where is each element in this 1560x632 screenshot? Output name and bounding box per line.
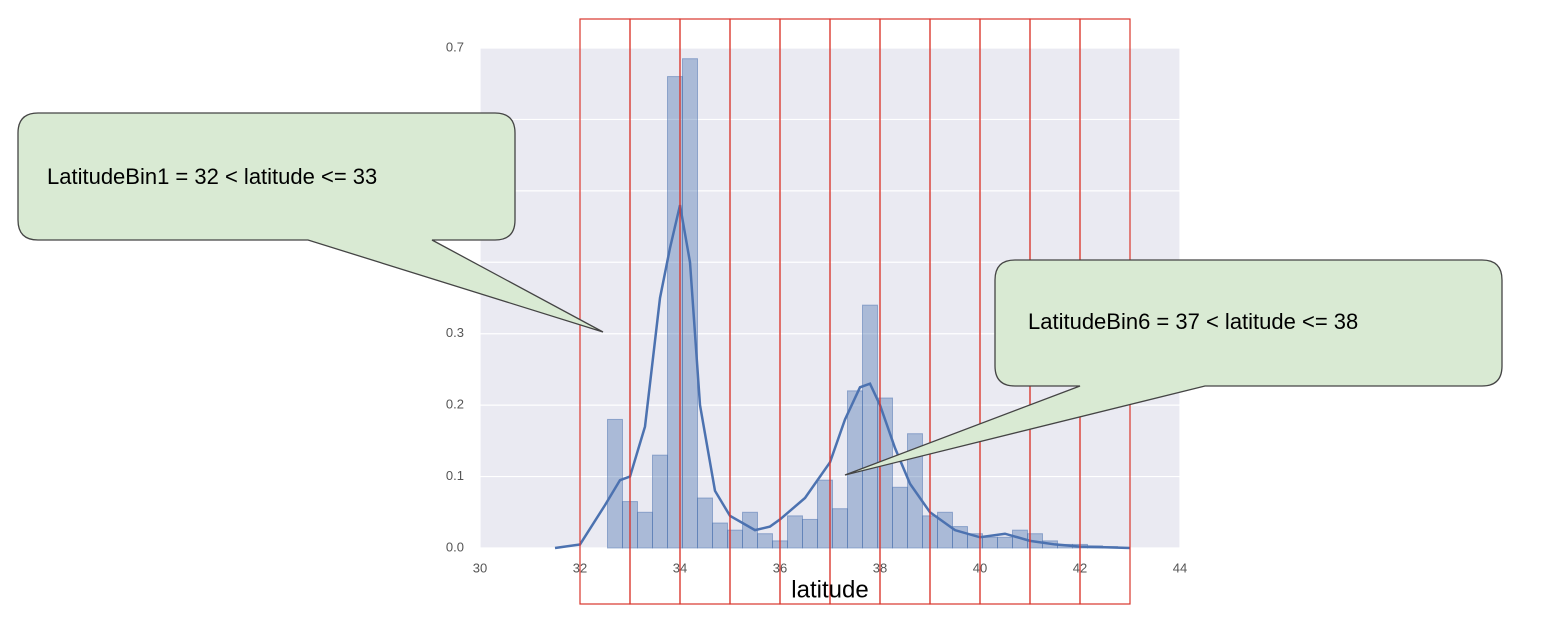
bar <box>937 511 953 549</box>
y-tick-label: 0.0 <box>446 539 464 554</box>
y-tick-label: 0.2 <box>446 397 464 412</box>
bar <box>697 497 713 549</box>
bar <box>997 536 1013 549</box>
x-tick-label: 30 <box>473 560 487 575</box>
y-tick-label: 0.1 <box>446 468 464 483</box>
bar <box>862 304 878 549</box>
bar <box>802 518 818 549</box>
y-tick-label: 0.7 <box>446 39 464 54</box>
annotation: LatitudeBin6 = 37 < latitude <= 38 <box>1028 309 1358 334</box>
y-tick-label: 0.3 <box>446 325 464 340</box>
bar <box>757 533 773 549</box>
annotation: LatitudeBin1 = 32 < latitude <= 33 <box>47 164 377 189</box>
bar <box>652 454 668 549</box>
callout <box>844 259 1503 476</box>
bar <box>637 511 653 549</box>
bar <box>712 522 728 549</box>
bar <box>892 486 908 549</box>
bar <box>982 536 998 549</box>
bar <box>832 508 848 549</box>
bar <box>877 397 893 549</box>
x-tick-label: 44 <box>1173 560 1187 575</box>
callout <box>17 112 604 333</box>
bar <box>787 515 803 549</box>
bar <box>682 58 698 549</box>
x-axis-label: latitude <box>791 576 868 603</box>
kde-line <box>554 204 1131 550</box>
bar <box>607 418 623 549</box>
